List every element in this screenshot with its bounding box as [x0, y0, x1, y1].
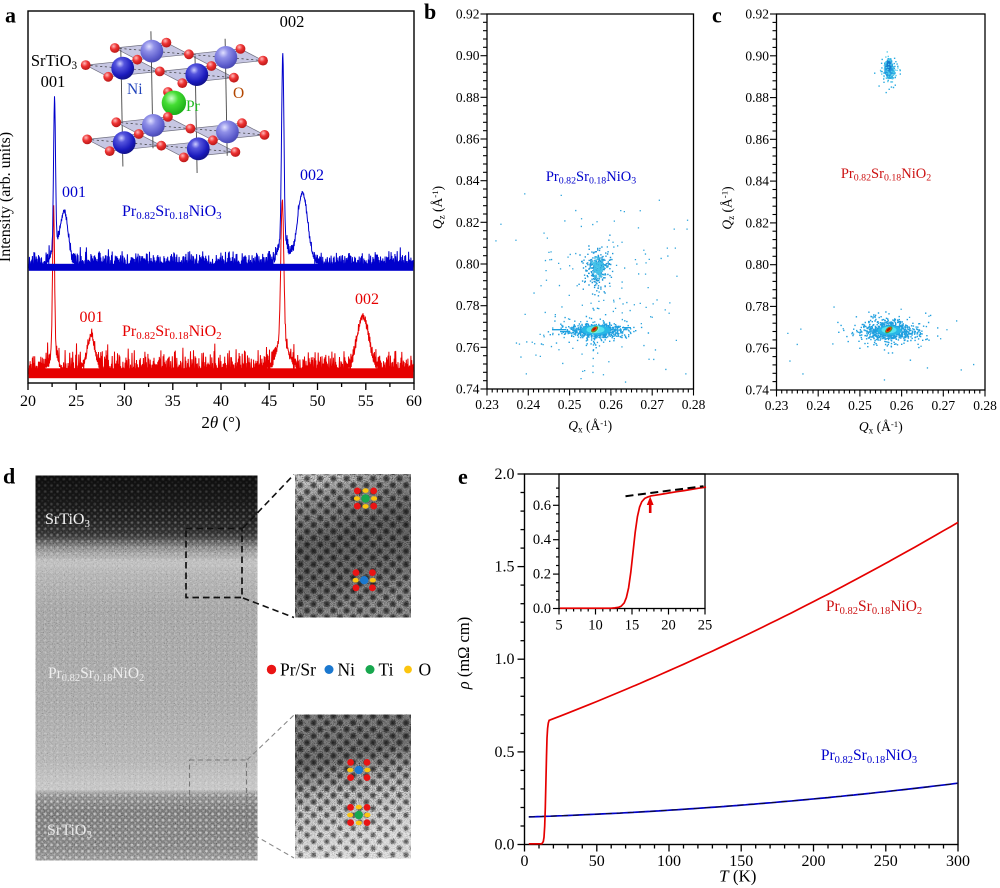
svg-text:0.90: 0.90 — [745, 48, 769, 63]
svg-text:T (K): T (K) — [719, 867, 756, 886]
svg-text:60: 60 — [406, 393, 422, 410]
svg-text:c: c — [712, 3, 722, 28]
svg-text:0.82: 0.82 — [456, 215, 480, 230]
svg-text:Pr0.82Sr0.18NiO3: Pr0.82Sr0.18NiO3 — [546, 169, 636, 187]
svg-text:100: 100 — [657, 853, 681, 870]
svg-text:0.92: 0.92 — [456, 7, 480, 22]
svg-text:0.82: 0.82 — [745, 215, 769, 230]
svg-text:20: 20 — [20, 393, 36, 410]
svg-text:30: 30 — [117, 393, 133, 410]
svg-text:0.5: 0.5 — [495, 744, 515, 761]
svg-text:001: 001 — [80, 309, 104, 326]
svg-text:0.27: 0.27 — [931, 398, 955, 413]
svg-text:0: 0 — [521, 853, 529, 870]
svg-text:0.80: 0.80 — [456, 257, 480, 272]
svg-text:Pr0.82Sr0.18NiO2: Pr0.82Sr0.18NiO2 — [48, 665, 144, 684]
svg-text:0.88: 0.88 — [456, 90, 480, 105]
svg-text:0.23: 0.23 — [475, 397, 499, 412]
svg-text:0.26: 0.26 — [890, 398, 914, 413]
svg-text:0.74: 0.74 — [745, 383, 769, 398]
svg-text:0.28: 0.28 — [682, 397, 706, 412]
svg-text:0.76: 0.76 — [745, 341, 769, 356]
svg-text:0.92: 0.92 — [745, 7, 769, 22]
svg-text:001: 001 — [62, 184, 86, 201]
svg-text:0.25: 0.25 — [558, 397, 582, 412]
svg-text:Ti: Ti — [379, 660, 394, 680]
svg-text:0.0: 0.0 — [533, 601, 551, 617]
svg-text:0.4: 0.4 — [533, 532, 552, 548]
svg-text:25: 25 — [68, 393, 84, 410]
svg-text:0.76: 0.76 — [456, 340, 480, 355]
svg-text:0.86: 0.86 — [745, 132, 769, 147]
svg-text:150: 150 — [729, 853, 753, 870]
svg-text:e: e — [458, 464, 468, 489]
svg-text:2.0: 2.0 — [495, 466, 515, 483]
svg-text:0.78: 0.78 — [745, 299, 769, 314]
svg-text:Ni: Ni — [127, 81, 143, 98]
svg-text:0.25: 0.25 — [848, 398, 872, 413]
svg-text:300: 300 — [946, 853, 970, 870]
svg-text:002: 002 — [300, 167, 324, 184]
svg-text:002: 002 — [355, 291, 379, 308]
svg-text:0.0: 0.0 — [495, 837, 515, 854]
svg-text:0.90: 0.90 — [456, 48, 480, 63]
svg-text:0.24: 0.24 — [806, 398, 830, 413]
svg-text:SrTiO3: SrTiO3 — [45, 511, 90, 530]
svg-text:Pr0.82Sr0.18NiO3: Pr0.82Sr0.18NiO3 — [821, 747, 917, 766]
svg-text:50: 50 — [310, 393, 326, 410]
svg-text:25: 25 — [698, 618, 713, 634]
svg-text:Qz (Å-1): Qz (Å-1) — [720, 186, 736, 229]
svg-text:b: b — [424, 0, 436, 24]
svg-text:200: 200 — [802, 853, 826, 870]
svg-text:Pr/Sr: Pr/Sr — [280, 660, 316, 680]
svg-text:O: O — [233, 85, 244, 102]
svg-text:0.74: 0.74 — [456, 382, 480, 397]
svg-text:Qx (Å-1): Qx (Å-1) — [859, 419, 903, 435]
svg-text:Qx (Å-1): Qx (Å-1) — [568, 418, 612, 434]
svg-text:0.23: 0.23 — [765, 398, 789, 413]
svg-text:0.27: 0.27 — [640, 397, 664, 412]
svg-text:250: 250 — [874, 853, 898, 870]
svg-text:45: 45 — [261, 393, 277, 410]
svg-text:35: 35 — [165, 393, 181, 410]
svg-text:0.28: 0.28 — [973, 398, 997, 413]
svg-text:a: a — [5, 3, 16, 28]
svg-text:0.2: 0.2 — [533, 567, 551, 583]
svg-text:5: 5 — [555, 618, 562, 634]
svg-text:O: O — [419, 660, 432, 680]
svg-text:0.80: 0.80 — [745, 257, 769, 272]
svg-text:0.84: 0.84 — [456, 173, 480, 188]
svg-text:Ni: Ni — [338, 660, 356, 680]
svg-text:Qz (Å-1): Qz (Å-1) — [430, 186, 446, 229]
svg-text:0.84: 0.84 — [745, 174, 769, 189]
svg-text:10: 10 — [588, 618, 603, 634]
svg-text:SrTiO3: SrTiO3 — [31, 51, 78, 72]
svg-text:Pr: Pr — [186, 98, 201, 115]
svg-text:0.24: 0.24 — [516, 397, 540, 412]
svg-text:001: 001 — [41, 72, 66, 91]
svg-text:15: 15 — [625, 618, 640, 634]
svg-text:50: 50 — [589, 853, 605, 870]
svg-text:0.6: 0.6 — [533, 498, 551, 514]
svg-text:0.86: 0.86 — [456, 132, 480, 147]
svg-text:0.78: 0.78 — [456, 298, 480, 313]
svg-text:2θ (°): 2θ (°) — [201, 413, 240, 432]
svg-text:40: 40 — [213, 393, 229, 410]
svg-text:ρ (mΩ cm): ρ (mΩ cm) — [454, 617, 473, 690]
svg-text:Pr0.82Sr0.18NiO3: Pr0.82Sr0.18NiO3 — [122, 203, 222, 222]
svg-text:0.26: 0.26 — [599, 397, 623, 412]
svg-text:Intensity (arb. units): Intensity (arb. units) — [0, 132, 14, 262]
svg-text:1.0: 1.0 — [495, 651, 515, 668]
svg-text:1.5: 1.5 — [495, 559, 515, 576]
svg-text:002: 002 — [280, 12, 305, 31]
svg-text:d: d — [3, 464, 15, 489]
svg-text:SrTiO3: SrTiO3 — [47, 822, 92, 841]
svg-text:55: 55 — [358, 393, 374, 410]
svg-text:0.88: 0.88 — [745, 90, 769, 105]
svg-text:20: 20 — [661, 618, 676, 634]
